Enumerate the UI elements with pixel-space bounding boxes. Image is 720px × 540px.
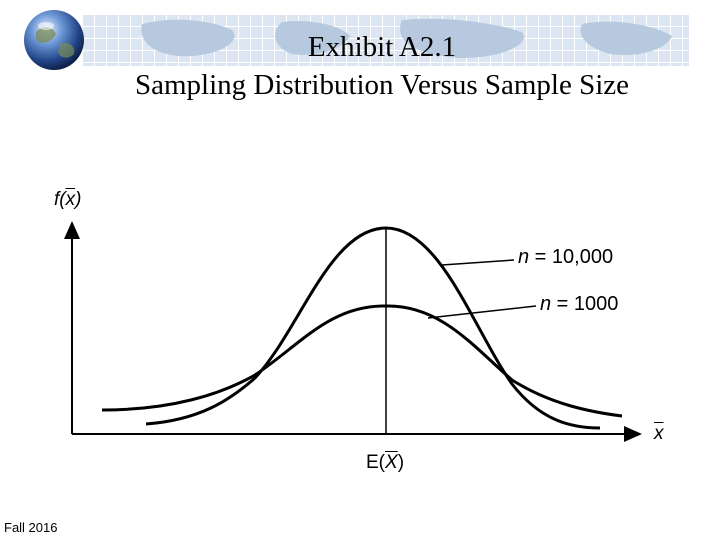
leader-n-1000 — [427, 305, 537, 319]
footer-date: Fall 2016 — [4, 520, 58, 535]
label-n-1000: n = 1000 — [540, 293, 619, 315]
slide-subtitle: Sampling Distribution Versus Sample Size — [134, 69, 630, 101]
globe-icon — [24, 10, 84, 70]
y-axis-label: f(x) — [54, 189, 82, 210]
mean-label: E(X) — [366, 452, 405, 473]
slide-title: Exhibit A2.1 — [307, 31, 457, 63]
curve-n-1000 — [101, 304, 623, 418]
curve-n-10000 — [145, 226, 601, 430]
label-n-10000: n = 10,000 — [518, 246, 614, 268]
header-map-band — [82, 14, 689, 66]
leader-n-10000 — [441, 259, 515, 266]
x-axis-label: x — [654, 423, 664, 444]
